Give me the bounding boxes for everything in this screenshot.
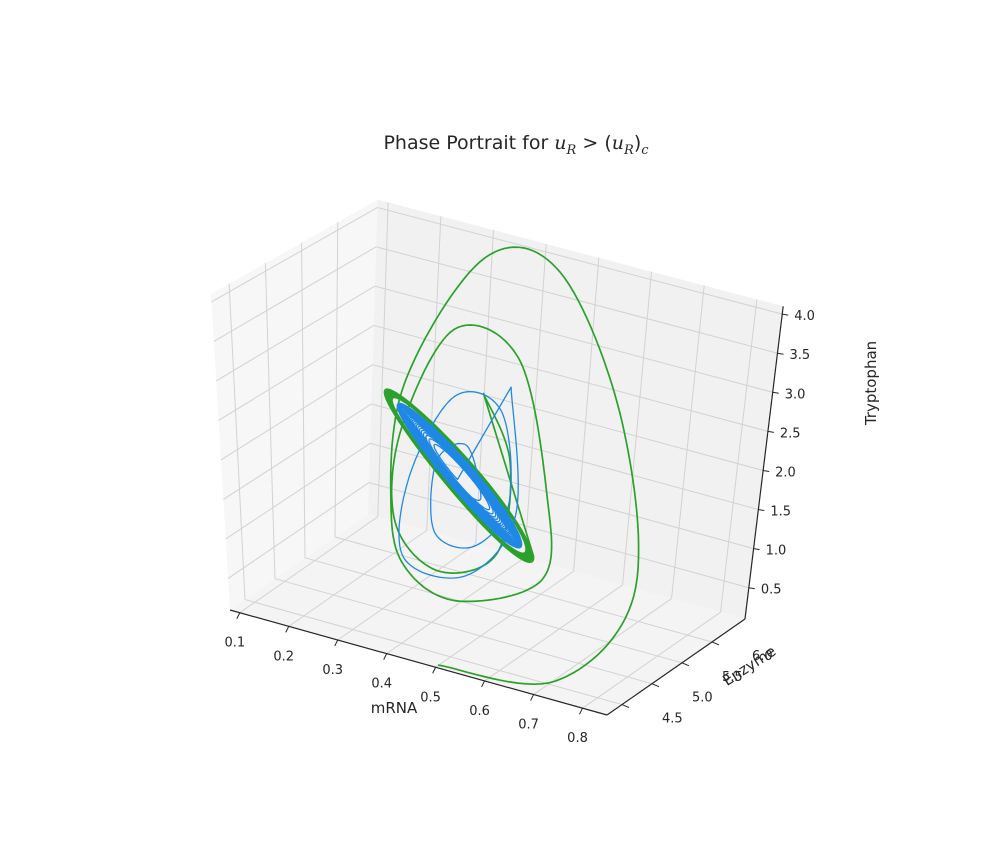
x-tick: [432, 667, 437, 674]
y-tick-label: 4.5: [662, 712, 683, 727]
y-axis-label: Enzyme: [719, 642, 779, 690]
grid-lines: [211, 202, 783, 709]
x-tick-label: 0.1: [224, 636, 245, 651]
grid-x-back: [377, 202, 389, 517]
grid-z-left: [220, 364, 373, 461]
trajectories: [383, 246, 640, 686]
y-axis-line: [606, 618, 746, 716]
floor-pane: [230, 514, 745, 715]
left-wall-pane: [211, 199, 378, 610]
grid-z-back: [368, 482, 749, 589]
grid-y-floor: [244, 599, 623, 706]
x-tick: [579, 707, 583, 715]
grid-x-back: [524, 243, 547, 558]
axis-lines: [229, 306, 784, 716]
z-axis-line: [744, 306, 784, 620]
x-tick-label: 0.5: [420, 690, 441, 705]
grid-z-left: [213, 246, 377, 342]
grid-x-floor: [435, 570, 574, 668]
grid-x-floor: [386, 557, 525, 655]
x-tick: [334, 639, 339, 647]
tick-labels: 0.1 0.2 0.3 0.4 0.5 0.6 0.7 0.8 4.5 5.0 5.5 6.0 0.5 1…: [224, 309, 814, 746]
x-axis-label: mRNA: [371, 699, 418, 717]
grid-z-left: [211, 207, 378, 303]
z-tick-label: 0.5: [761, 583, 782, 598]
grid-x-back: [720, 299, 758, 613]
grid-y-left: [301, 242, 306, 558]
x-tick: [236, 612, 241, 619]
z-tick: [767, 430, 775, 433]
x-tick-label: 0.6: [469, 704, 490, 719]
grid-x-floor: [484, 584, 623, 682]
grid-y-floor: [274, 578, 653, 685]
grid-x-back: [426, 216, 442, 531]
x-tick: [530, 694, 535, 701]
grid-z-back: [374, 285, 773, 393]
z-axis-label: Tryptophan: [862, 341, 880, 426]
y-tick: [621, 704, 630, 709]
grid-x-floor: [533, 598, 672, 695]
z-tick: [772, 391, 779, 394]
z-tick-label: 2.0: [775, 465, 796, 480]
y-tick-label: 5.0: [692, 691, 713, 706]
z-tick-label: 1.5: [770, 505, 791, 520]
z-tick: [782, 313, 789, 316]
blue-trajectory-line: [396, 386, 523, 579]
grid-z-left: [218, 324, 375, 421]
grid-x-floor: [337, 543, 476, 641]
x-tick-label: 0.4: [371, 677, 392, 692]
tick-marks: [236, 313, 789, 715]
z-tick-label: 4.0: [794, 309, 815, 324]
grid-x-back: [622, 271, 653, 585]
z-tick: [777, 352, 784, 355]
grid-z-back: [372, 364, 764, 471]
grid-x-floor: [288, 529, 428, 627]
x-tick-label: 0.7: [518, 718, 539, 733]
grid-z-left: [227, 482, 370, 579]
grid-z-left: [225, 442, 371, 540]
z-tick: [763, 469, 770, 472]
z-tick-label: 2.5: [780, 426, 801, 441]
x-axis-line: [229, 609, 608, 716]
grid-x-floor: [582, 611, 721, 709]
z-tick: [753, 548, 760, 551]
x-tick: [481, 680, 486, 688]
x-tick: [285, 626, 290, 633]
x-tick: [383, 653, 388, 660]
grid-z-back: [371, 403, 759, 511]
z-tick-label: 3.0: [785, 387, 806, 402]
x-tick-label: 0.3: [322, 663, 343, 678]
chart-title: Phase Portrait for uR > (uR)c: [383, 132, 649, 158]
grid-y-left: [334, 222, 339, 537]
x-tick-label: 0.2: [273, 649, 294, 664]
z-tick-label: 1.0: [766, 544, 787, 559]
grid-x-back: [671, 285, 705, 599]
x-tick-label: 0.8: [567, 731, 588, 746]
z-tick: [748, 587, 755, 590]
grid-z-back: [376, 246, 778, 354]
z-tick-label: 3.5: [789, 348, 810, 363]
green-trajectory-line: [383, 246, 640, 686]
grid-y-left: [264, 263, 276, 579]
grid-x-back: [573, 257, 600, 572]
grid-z-back: [377, 207, 783, 315]
y-tick: [681, 662, 690, 667]
y-tick-label: 6.0: [752, 649, 773, 664]
y-tick: [651, 683, 660, 688]
grid-z-left: [223, 403, 372, 500]
grid-y-left: [228, 283, 246, 600]
y-tick: [711, 641, 720, 646]
grid-x-back: [475, 230, 494, 545]
z-tick: [758, 509, 765, 512]
grid-x-floor: [239, 516, 379, 614]
grid-z-back: [373, 324, 769, 432]
grid-z-left: [215, 285, 376, 382]
grid-y-floor: [304, 557, 683, 664]
y-tick-label: 5.5: [722, 670, 743, 685]
